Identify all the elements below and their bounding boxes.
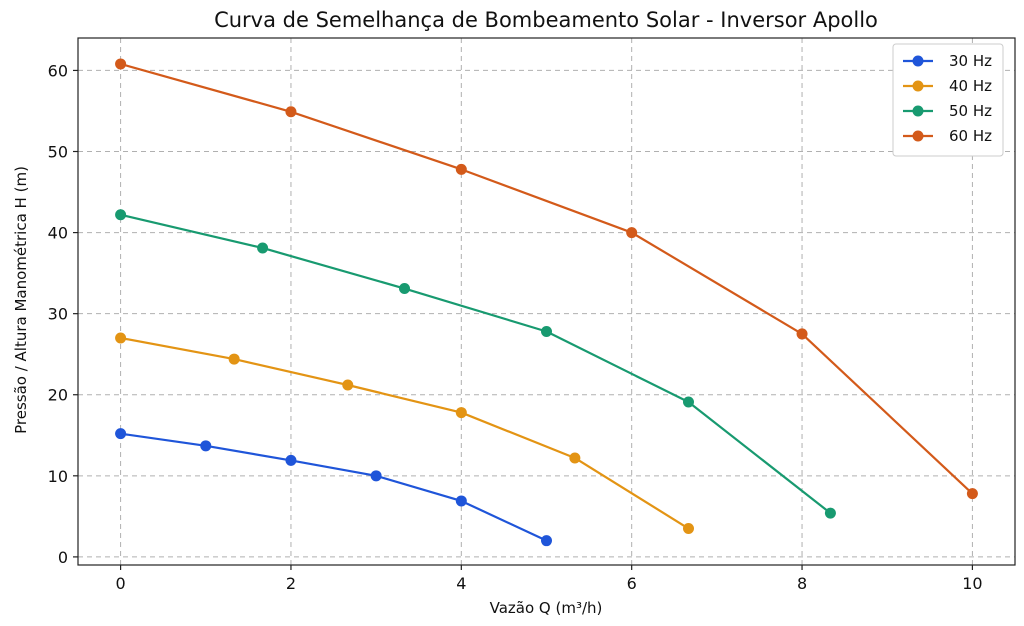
data-point [569,452,581,464]
data-point [796,328,808,340]
series-line [120,213,832,514]
data-point [285,454,297,466]
data-point [682,523,694,535]
y-tick-label: 40 [48,224,68,243]
data-point [682,396,694,408]
data-point [455,495,467,507]
legend-label: 50 Hz [949,102,992,120]
series-line [120,62,974,495]
data-point [399,283,411,295]
x-tick-label: 0 [115,574,125,593]
y-axis-label: Pressão / Altura Manométrica H (m) [12,166,30,434]
data-point [541,535,552,547]
series-30-hz [115,428,552,547]
data-point [115,428,127,440]
y-tick-label: 30 [48,305,68,324]
data-point [626,227,638,239]
y-tick-label: 10 [48,467,68,486]
chart-title: Curva de Semelhança de Bombeamento Solar… [214,8,878,32]
y-tick-label: 60 [48,61,68,80]
data-point [115,209,127,221]
series-60-hz [115,58,978,500]
legend-label: 30 Hz [949,52,992,70]
data-point [455,163,467,175]
y-tick-label: 0 [58,548,68,567]
series-line [120,336,690,530]
legend-item: 40 Hz [903,77,992,95]
legend-item: 60 Hz [903,127,992,145]
legend-marker [912,55,924,67]
data-point [966,488,978,500]
plot-area [77,37,1016,566]
data-point [200,440,212,452]
data-point [824,507,836,519]
series-40-hz [115,332,694,535]
legend-marker [912,130,924,142]
legend-marker [912,80,924,92]
x-tick-label: 10 [962,574,982,593]
data-point [115,58,127,70]
data-point [342,379,354,391]
data-point [115,332,127,344]
legend: 30 Hz 40 Hz 50 Hz 60 Hz [892,43,1004,157]
x-tick-label: 2 [286,574,296,593]
series-50-hz [115,209,836,519]
axis-ticks: 0 2 4 6 8 10 0 10 20 30 40 50 60 [48,61,983,593]
x-tick-label: 8 [797,574,807,593]
legend-marker [912,105,924,117]
data-point [257,242,269,254]
grid [78,38,1015,565]
legend-label: 60 Hz [949,127,992,145]
data-point [455,407,467,419]
data-point [541,325,552,337]
data-point [370,470,382,482]
legend-label: 40 Hz [949,77,992,95]
x-axis-label: Vazão Q (m³/h) [490,599,603,617]
data-point [228,353,240,365]
y-tick-label: 50 [48,143,68,162]
x-tick-label: 4 [456,574,466,593]
data-point [285,106,297,118]
series-layer [115,58,978,547]
x-tick-label: 6 [627,574,637,593]
legend-item: 30 Hz [903,52,992,70]
legend-item: 50 Hz [903,102,992,120]
series-line [120,432,547,542]
y-tick-label: 20 [48,386,68,405]
legend-box [892,43,1004,157]
